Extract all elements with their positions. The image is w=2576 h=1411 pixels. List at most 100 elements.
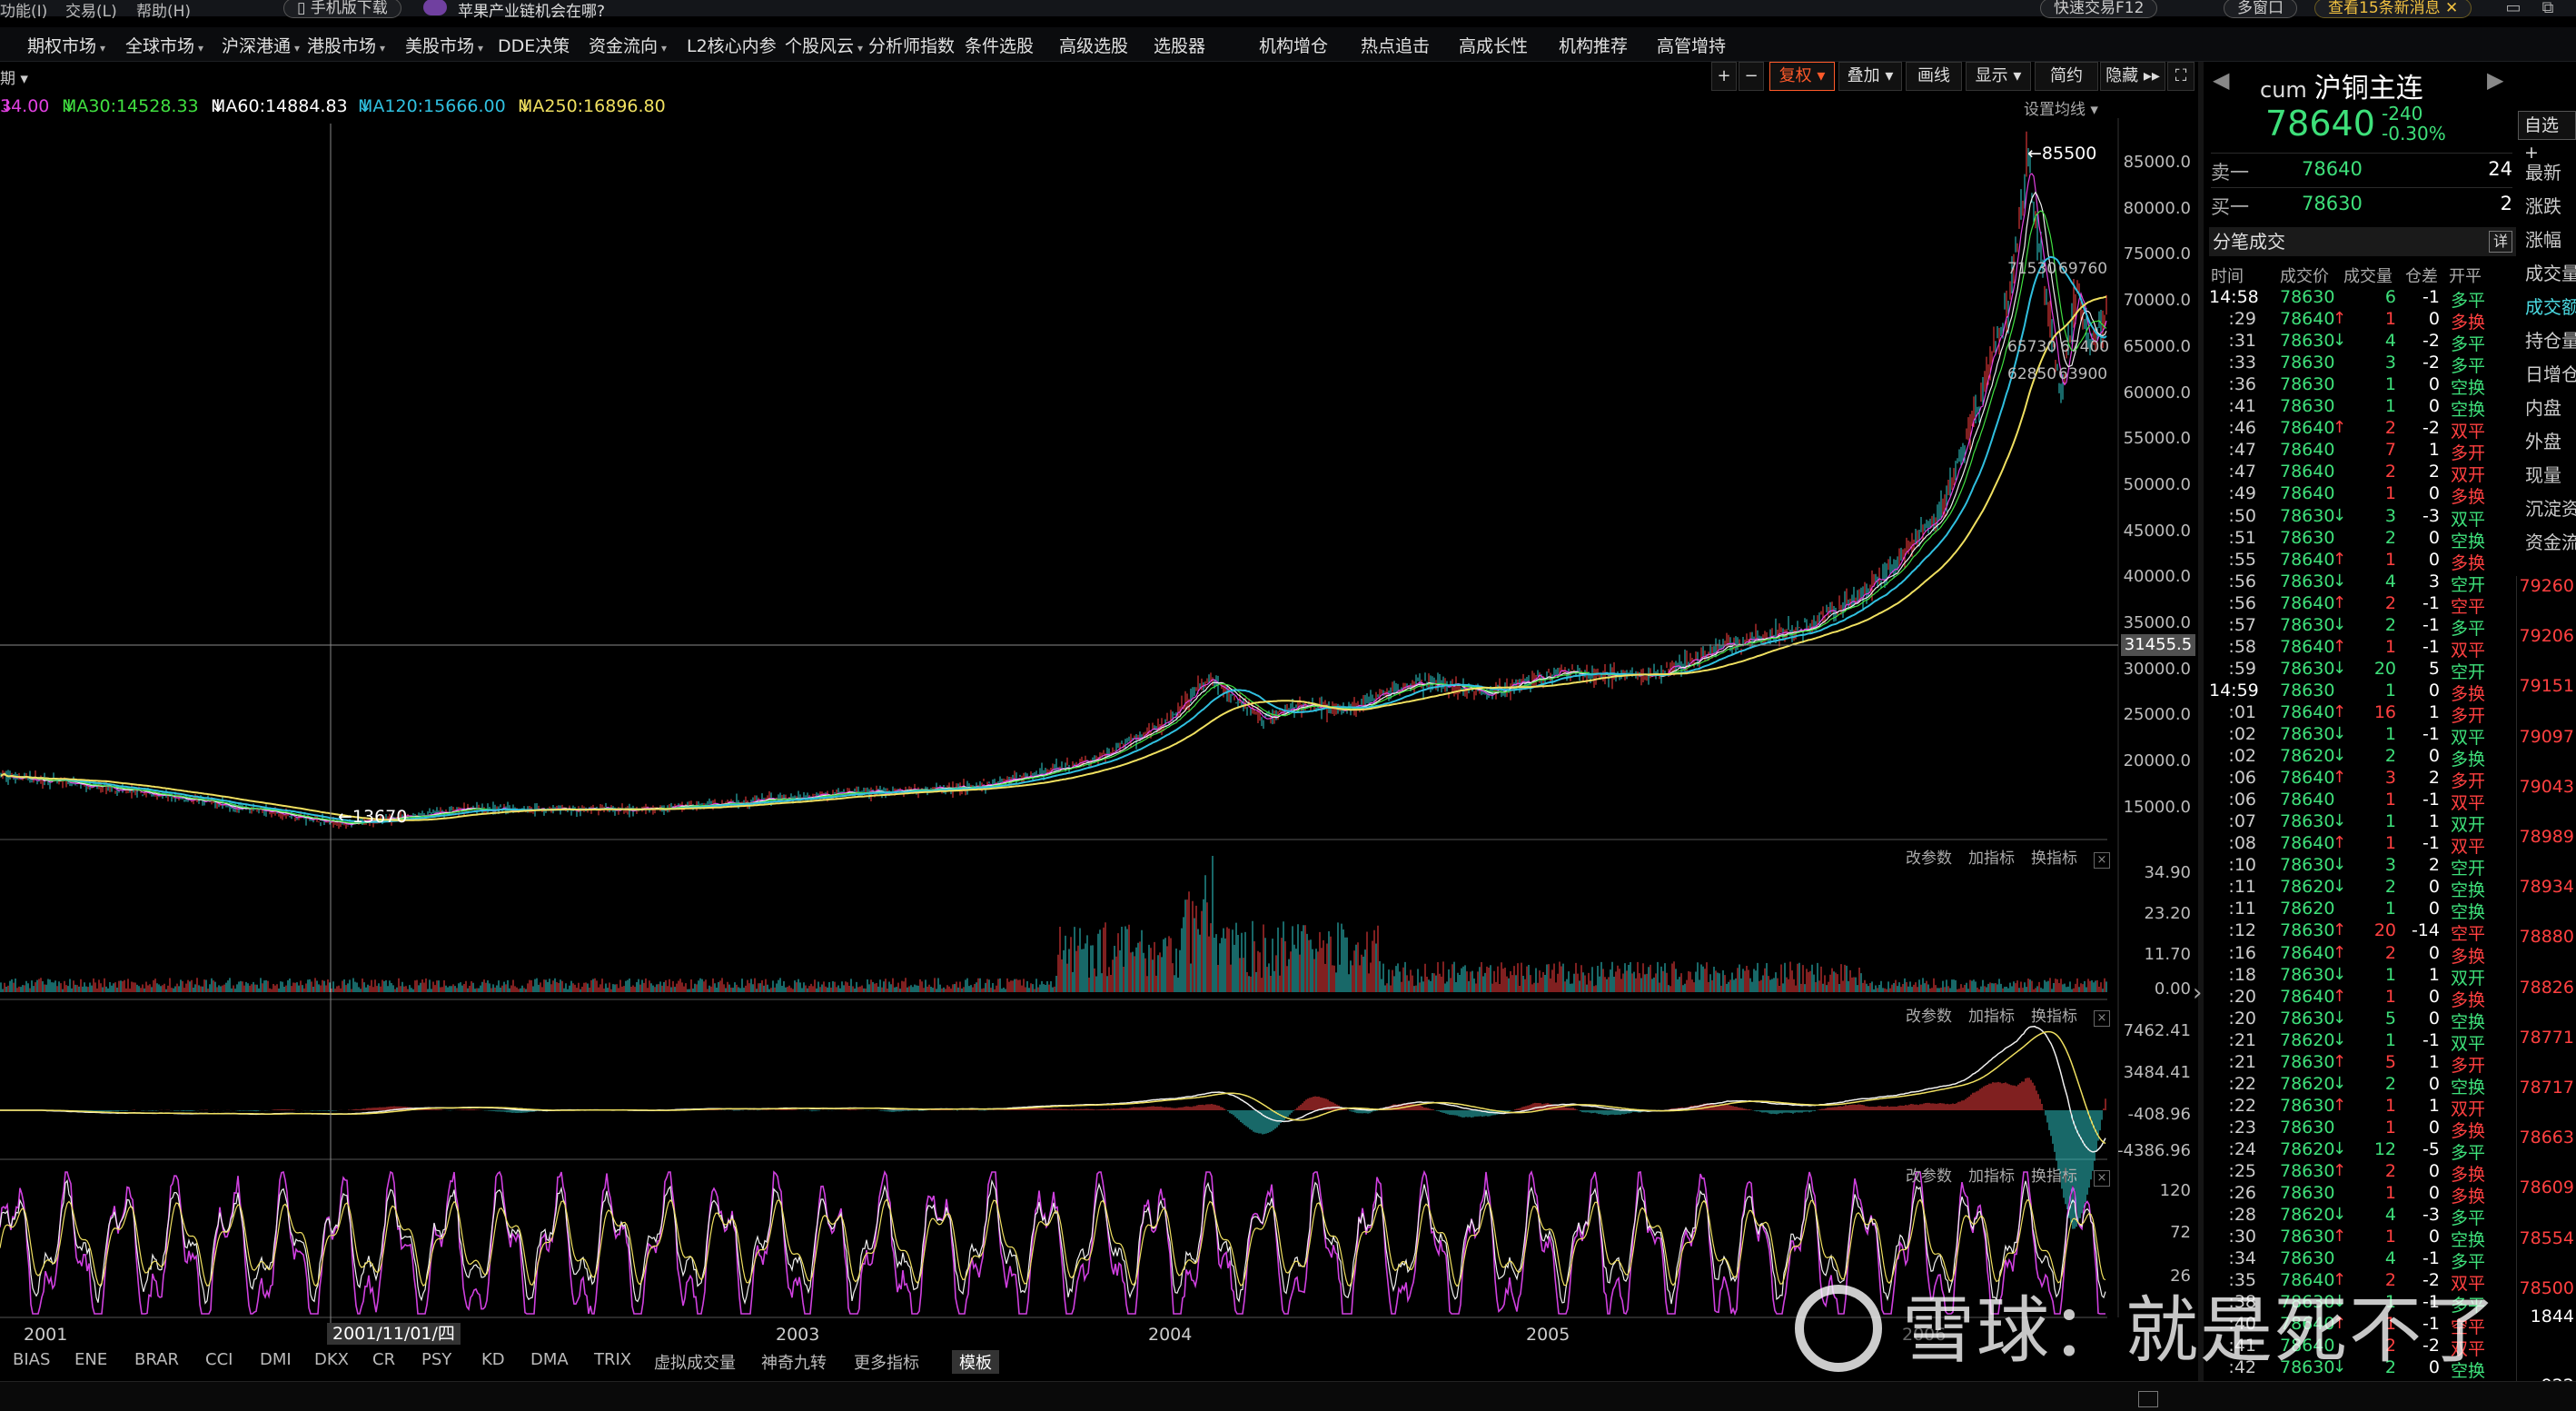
tick-volume: 2	[2384, 1336, 2396, 1356]
menu-item-1[interactable]: 全球市场 ▾	[125, 33, 203, 57]
tick-type: 空换	[2451, 1011, 2486, 1032]
side-label[interactable]: 外盘	[2525, 431, 2561, 452]
panel-splitter[interactable]: ›	[2193, 62, 2204, 1381]
menu-item-9[interactable]: 分析师指数	[868, 33, 955, 57]
menu-item-2[interactable]: 沪深港通 ▾	[222, 33, 300, 57]
overlay-button[interactable]: 叠加 ▾	[1838, 62, 1902, 91]
menu-trade[interactable]: 交易(L)	[65, 3, 117, 21]
contract-name: cum 沪铜主连	[2260, 65, 2423, 105]
quick-trade-button[interactable]: 快速交易F12	[2040, 0, 2158, 18]
indicator-tab-9[interactable]: DMA	[530, 1350, 569, 1369]
side-label[interactable]: 日增仓	[2525, 363, 2576, 385]
menu-item-17[interactable]: 高管增持	[1657, 33, 1726, 57]
menu-item-13[interactable]: 机构增仓	[1259, 33, 1328, 57]
menu-item-0[interactable]: 期权市场 ▾	[27, 33, 105, 57]
menu-item-7[interactable]: L2核心内参	[687, 33, 777, 57]
hide-button[interactable]: 隐藏 ▸▸	[2100, 62, 2165, 91]
simple-button[interactable]: 简约	[2035, 62, 2098, 91]
price-axis-label: 15000.0	[2123, 797, 2191, 817]
collapse-arrow-icon[interactable]: ›	[2193, 979, 2203, 1007]
tick-detail-button[interactable]: 详	[2489, 231, 2512, 253]
menu-item-15[interactable]: 高成长性	[1459, 33, 1528, 57]
add-watchlist-button[interactable]: 自选 +	[2518, 111, 2576, 163]
kdj-close-icon[interactable]: ×	[2094, 1170, 2110, 1187]
menu-item-16[interactable]: 机构推荐	[1559, 33, 1628, 57]
side-label[interactable]: 现量	[2525, 464, 2561, 486]
menu-item-12[interactable]: 选股器	[1154, 33, 1205, 57]
mobile-download-button[interactable]: ▯ 手机版下载	[283, 0, 401, 18]
volume-switch-indicator[interactable]: 换指标	[2031, 850, 2077, 868]
side-label[interactable]: 资金流向	[2525, 532, 2576, 553]
side-label[interactable]: 内盘	[2525, 397, 2561, 419]
indicator-tab-7[interactable]: PSY	[421, 1350, 452, 1369]
display-button[interactable]: 显示 ▾	[1966, 62, 2031, 91]
indicator-tab-10[interactable]: TRIX	[594, 1350, 632, 1369]
menu-item-8[interactable]: 个股风云 ▾	[785, 33, 863, 57]
zoom-out-button[interactable]: −	[1739, 62, 1764, 91]
tick-oi-change: 3	[2428, 571, 2440, 591]
kdj-switch-indicator[interactable]: 换指标	[2031, 1168, 2077, 1186]
messages-button[interactable]: 查看15条新消息 ✕	[2314, 0, 2472, 18]
last-price: 78640	[2265, 104, 2375, 144]
multi-window-button[interactable]: 多窗口	[2224, 0, 2297, 18]
zoom-in-button[interactable]: +	[1711, 62, 1737, 91]
side-label[interactable]: 成交量	[2525, 263, 2576, 284]
indicator-tab-14[interactable]: 模板	[952, 1350, 999, 1374]
next-contract-icon[interactable]: ▶	[2487, 67, 2504, 93]
period-selector[interactable]: 期 ▾	[0, 70, 28, 88]
menu-item-11[interactable]: 高级选股	[1059, 33, 1128, 57]
ma-settings-button[interactable]: 设置均线 ▾	[2024, 101, 2098, 119]
draw-line-button[interactable]: 画线	[1906, 62, 1962, 91]
macd-close-icon[interactable]: ×	[2094, 1010, 2110, 1027]
indicator-tab-13[interactable]: 更多指标	[854, 1354, 919, 1373]
maximize-icon[interactable]: ⧉	[2541, 0, 2554, 17]
macd-add-indicator[interactable]: 加指标	[1968, 1008, 2015, 1026]
indicator-tab-0[interactable]: BIAS	[13, 1350, 51, 1369]
prev-contract-icon[interactable]: ◀	[2213, 67, 2230, 93]
menu-item-5[interactable]: DDE决策	[498, 33, 570, 57]
tick-type: 多换	[2451, 750, 2486, 770]
side-label[interactable]: 持仓量	[2525, 330, 2576, 352]
indicator-tab-11[interactable]: 虚拟成交量	[654, 1354, 736, 1373]
side-label[interactable]: 最新	[2525, 162, 2561, 184]
restore-icon[interactable]	[2138, 1391, 2158, 1407]
indicator-tab-3[interactable]: CCI	[205, 1350, 233, 1369]
menu-help[interactable]: 帮助(H)	[136, 3, 192, 21]
volume-close-icon[interactable]: ×	[2094, 852, 2110, 869]
menu-item-14[interactable]: 热点追击	[1361, 33, 1430, 57]
kline-chart[interactable]	[0, 62, 2198, 1325]
side-label[interactable]: 涨幅	[2525, 229, 2561, 251]
menu-item-3[interactable]: 港股市场 ▾	[307, 33, 385, 57]
macd-edit-params[interactable]: 改参数	[1906, 1008, 1952, 1026]
menu-item-4[interactable]: 美股市场 ▾	[405, 33, 483, 57]
kdj-add-indicator[interactable]: 加指标	[1968, 1168, 2015, 1186]
fuquan-button[interactable]: 复权 ▾	[1769, 62, 1835, 91]
indicator-tab-2[interactable]: BRAR	[134, 1350, 179, 1369]
indicator-tab-8[interactable]: KD	[481, 1350, 505, 1369]
kdj-edit-params[interactable]: 改参数	[1906, 1168, 1952, 1186]
indicator-tab-6[interactable]: CR	[372, 1350, 396, 1369]
volume-edit-params[interactable]: 改参数	[1906, 850, 1952, 868]
macd-switch-indicator[interactable]: 换指标	[2031, 1008, 2077, 1026]
minimize-icon[interactable]: ▭	[2505, 0, 2522, 17]
tick-type: 多平	[2451, 356, 2486, 377]
menu-function[interactable]: 功能(I)	[0, 3, 48, 21]
volume-add-indicator[interactable]: 加指标	[1968, 850, 2015, 868]
indicator-tab-5[interactable]: DKX	[314, 1350, 349, 1369]
indicator-tab-12[interactable]: 神奇九转	[761, 1354, 827, 1373]
fullscreen-icon[interactable]: ⛶	[2167, 62, 2195, 91]
intraday-scale-label: 79097	[2519, 726, 2574, 747]
side-label[interactable]: 沉淀资金	[2525, 498, 2576, 520]
kdj-panel-buttons: 改参数 加指标 换指标 ×	[1906, 1163, 2126, 1187]
tick-direction: ↓	[2333, 1008, 2347, 1028]
menu-item-6[interactable]: 资金流向 ▾	[589, 33, 667, 57]
kdj-line	[0, 1198, 2106, 1287]
news-headline-link[interactable]: 苹果产业链机会在哪?	[458, 3, 606, 21]
menu-item-10[interactable]: 条件选股	[965, 33, 1034, 57]
indicator-tab-1[interactable]: ENE	[74, 1350, 108, 1369]
side-label[interactable]: 涨跌	[2525, 195, 2561, 217]
indicator-tab-4[interactable]: DMI	[260, 1350, 292, 1369]
menu-item-label: 高管增持	[1657, 36, 1727, 56]
side-label[interactable]: 成交额	[2525, 296, 2576, 318]
tick-type: 双开	[2451, 1098, 2486, 1119]
